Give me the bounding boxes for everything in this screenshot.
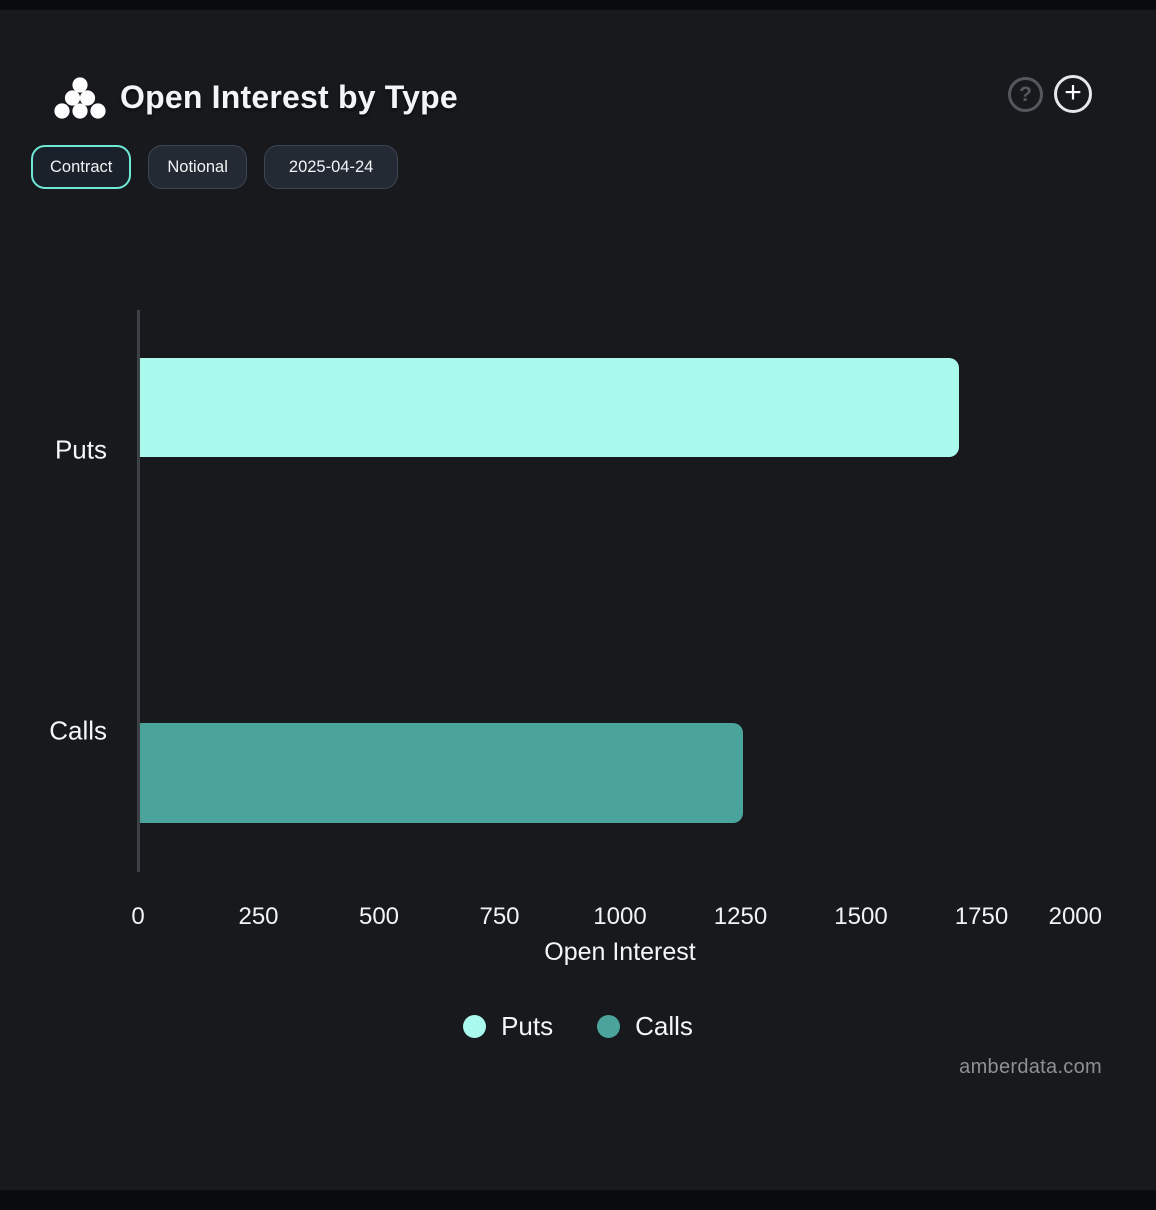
legend-item-calls[interactable]: Calls	[597, 1011, 693, 1042]
x-axis-tick: 1000	[593, 903, 647, 930]
legend-label: Calls	[635, 1011, 693, 1041]
help-button[interactable]: ?	[1008, 77, 1043, 112]
x-axis-title: Open Interest	[544, 938, 696, 966]
x-axis-tick: 750	[479, 903, 520, 930]
y-axis-label-puts: Puts	[54, 434, 107, 465]
toggle-notional-button[interactable]: Notional	[148, 145, 247, 189]
date-picker-button[interactable]: 2025-04-24	[263, 145, 399, 189]
legend-dot-icon	[597, 1015, 621, 1038]
x-axis-tick: 1250	[713, 903, 768, 930]
bar-calls[interactable]	[140, 723, 743, 823]
legend-item-puts[interactable]: Puts	[463, 1011, 553, 1042]
legend-dot-icon	[463, 1015, 487, 1038]
x-axis-tick: 500	[358, 903, 400, 930]
add-button[interactable]: +	[1054, 75, 1092, 113]
x-axis-tick: 0	[131, 903, 145, 930]
amberdata-logo-icon	[54, 77, 106, 119]
y-axis-label-calls: Calls	[49, 715, 107, 746]
x-axis-tick: 1500	[834, 903, 888, 930]
x-axis-tick: 1750	[954, 903, 1009, 930]
chart-legend: Puts Calls	[0, 1011, 1156, 1042]
toolbar: Contract Notional 2025-04-24	[31, 145, 399, 189]
x-axis-tick: 250	[238, 903, 279, 930]
watermark: amberdata.com	[959, 1056, 1102, 1078]
legend-label: Puts	[501, 1011, 554, 1041]
bar-puts[interactable]	[140, 358, 959, 457]
y-axis-line	[137, 310, 140, 872]
widget-title: Open Interest by Type	[120, 79, 458, 115]
plus-icon: +	[1064, 76, 1082, 109]
toggle-contract-button[interactable]: Contract	[31, 145, 132, 189]
page-background-strip-bottom	[0, 1190, 1156, 1210]
page-background-strip-top	[0, 0, 1156, 10]
help-icon: ?	[1019, 83, 1032, 106]
x-axis-tick: 2000	[1048, 903, 1102, 930]
